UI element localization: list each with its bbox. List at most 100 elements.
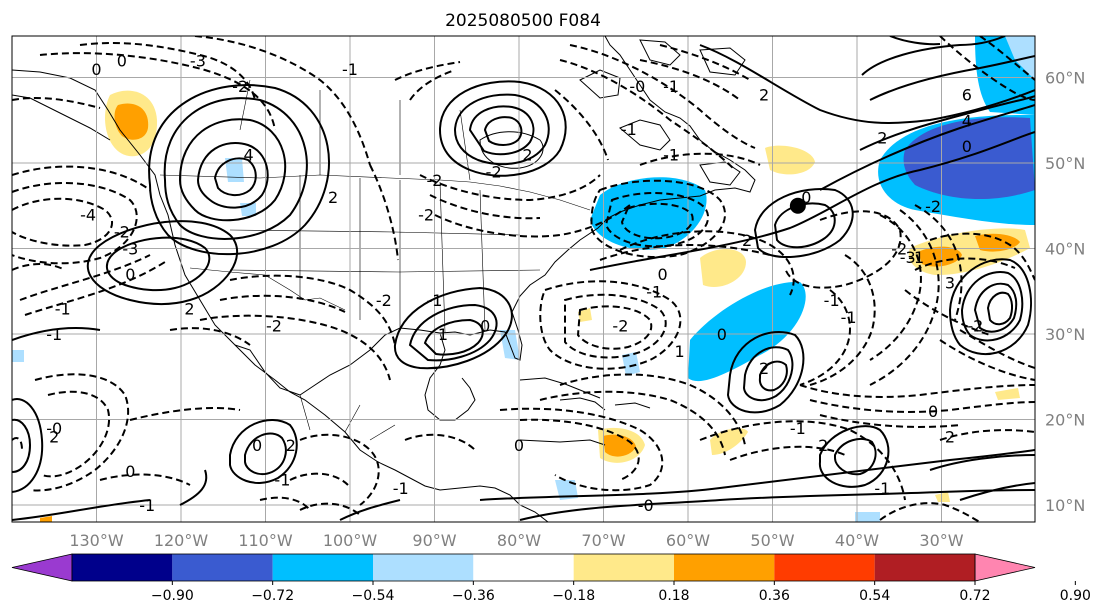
contour-label: 0 — [658, 265, 668, 284]
colorbar-frame — [71, 553, 976, 582]
latitude-label: 40°N — [1045, 240, 1085, 259]
colorbar — [11, 553, 1036, 582]
contour-label: 1 — [438, 325, 448, 344]
contour-label: 0 — [962, 137, 972, 156]
contour-label: 2 — [759, 359, 769, 378]
contour-label: 0 — [91, 60, 101, 79]
contour-label: 2 — [742, 231, 752, 250]
colorbar-segment — [373, 554, 474, 581]
contour-label: -3 — [190, 51, 206, 70]
colorbar-segment — [72, 554, 173, 581]
colorbar-segment — [473, 554, 574, 581]
contour-label: -2 — [486, 163, 502, 182]
longitude-label: 30°W — [919, 531, 963, 550]
longitude-label: 40°W — [835, 531, 879, 550]
longitude-label: 90°W — [412, 531, 456, 550]
longitude-label: 100°W — [323, 531, 378, 550]
contour-label: -2 — [612, 316, 628, 335]
contour-label: 0 — [125, 265, 135, 284]
contours — [12, 36, 1035, 522]
latitude-label: 20°N — [1045, 411, 1085, 430]
contour-label: -1 — [663, 77, 679, 96]
contour-label: -1 — [646, 282, 662, 301]
colorbar-segment — [774, 554, 875, 581]
contour-label: 1 — [674, 342, 684, 361]
colorbar-extend-high — [974, 553, 1036, 582]
colorbar-segment — [674, 554, 775, 581]
contour-label: -1 — [824, 291, 840, 310]
contour-label: -2 — [891, 240, 907, 259]
contour-label: 0 — [801, 188, 811, 207]
contour-label: 3 — [945, 274, 955, 293]
contour-label: 0 — [125, 462, 135, 481]
contour-label: 2 — [286, 436, 296, 455]
colorbar-tick-label: −0.90 — [151, 588, 194, 604]
contour-label: 2 — [184, 299, 194, 318]
colorbar-segment — [874, 554, 975, 581]
latitude-label: 60°N — [1045, 69, 1085, 88]
contour-label: 0 — [514, 436, 524, 455]
colorbar-tick-labels: −0.90 −0.72 −0.54 −0.36 −0.18 0.18 0.36 0.54 0.7… — [151, 581, 1091, 604]
contour-label: -1 — [46, 325, 62, 344]
location-marker — [789, 197, 806, 214]
colorbar-tick-label: 0.18 — [658, 588, 689, 604]
colorbar-segment — [172, 554, 273, 581]
longitude-label: 50°W — [750, 531, 794, 550]
plot-frame — [11, 35, 1036, 523]
contour-label: -2 — [967, 316, 983, 335]
contour-label: -1 — [621, 120, 637, 139]
longitude-label: 130°W — [69, 531, 124, 550]
contour-label: 2 — [945, 428, 955, 447]
contour-label: -2 — [427, 171, 443, 190]
colorbar-extend-low — [11, 553, 73, 582]
contour-label: -2 — [376, 291, 392, 310]
contour-label: 4 — [244, 145, 254, 164]
latitude-label: 10°N — [1045, 496, 1085, 515]
colorbar-tick-label: 0.36 — [759, 588, 790, 604]
shaded-field — [12, 36, 1035, 522]
colorbar-tick-label: −0.36 — [452, 588, 495, 604]
contour-label: 2 — [49, 428, 59, 447]
colorbar-segment — [272, 554, 373, 581]
latitude-labels: 60°N 50°N 40°N 30°N 20°N 10°N — [1045, 69, 1085, 516]
contour-label: -4 — [80, 205, 96, 224]
contour-label: -0 — [46, 419, 62, 438]
contour-labels: 4220-2-3-4-1-3-2-1-2-2-22-1-1-0020-1-2-1… — [46, 51, 983, 515]
colorbar-tick-label: −0.18 — [552, 588, 595, 604]
longitude-label: 120°W — [154, 531, 209, 550]
contour-label: -1 — [393, 479, 409, 498]
contour-label: 4 — [962, 111, 972, 130]
contour-label: -1 — [874, 479, 890, 498]
longitude-label: 80°W — [497, 531, 541, 550]
colorbar-tick-label: −0.72 — [251, 588, 294, 604]
contour-label: -1 — [139, 496, 155, 515]
longitude-label: 110°W — [238, 531, 293, 550]
contour-label: 2 — [877, 128, 887, 147]
longitude-label: 60°W — [666, 531, 710, 550]
contour-label: -2 — [925, 197, 941, 216]
contour-label: -1 — [55, 299, 71, 318]
contour-label: 0 — [117, 51, 127, 70]
latitude-label: 30°N — [1045, 325, 1085, 344]
contour-label: 0 — [252, 436, 262, 455]
contour-label: -2 — [114, 222, 130, 241]
contour-label: 2 — [818, 436, 828, 455]
latitude-label: 50°N — [1045, 154, 1085, 173]
map-title: 2025080500 F084 — [445, 11, 601, 31]
contour-label: -2 — [266, 316, 282, 335]
contour-label: 2 — [328, 188, 338, 207]
contour-label: -0 — [629, 77, 645, 96]
contour-label: -3 — [122, 240, 138, 259]
colorbar-tick-label: 0.90 — [1060, 588, 1091, 604]
contour-label: 0 — [480, 316, 490, 335]
colorbar-tick-label: 0.72 — [959, 588, 990, 604]
contour-label: -1 — [841, 308, 857, 327]
contour-label: -1 — [908, 248, 924, 267]
contour-label: 2 — [759, 86, 769, 105]
contour-label: -1 — [274, 470, 290, 489]
colorbar-tick-label: 0.54 — [859, 588, 890, 604]
contour-label: -1 — [663, 145, 679, 164]
contour-label: -3 — [900, 248, 916, 267]
contour-label: -2 — [418, 205, 434, 224]
